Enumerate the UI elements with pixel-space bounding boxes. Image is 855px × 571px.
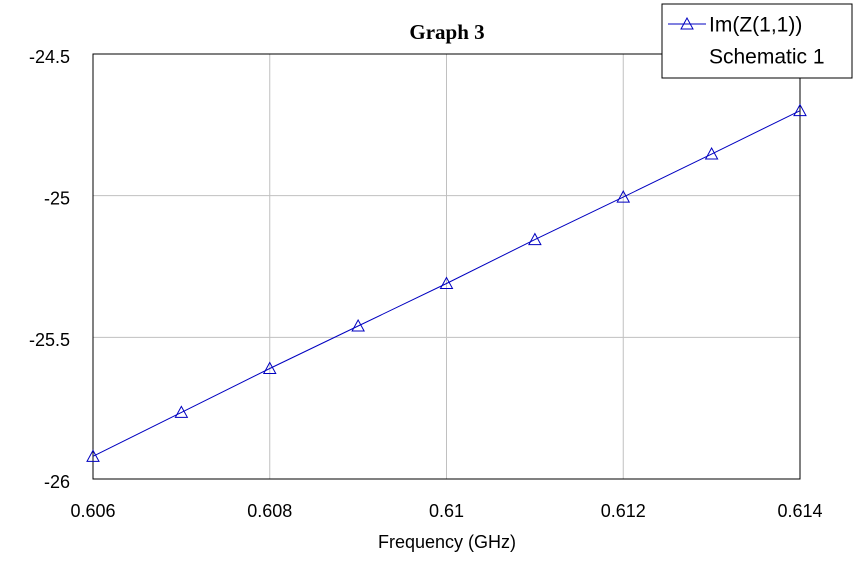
marker bbox=[528, 232, 542, 246]
legend-label: Im(Z(1,1)) bbox=[709, 14, 802, 37]
marker bbox=[704, 146, 719, 160]
marker bbox=[439, 276, 454, 289]
y-tick-label: -25 bbox=[44, 188, 70, 208]
marker bbox=[174, 405, 189, 418]
marker bbox=[793, 103, 807, 117]
y-tick-label: -26 bbox=[44, 472, 70, 492]
marker bbox=[616, 190, 631, 203]
marker bbox=[262, 361, 277, 374]
x-tick-label: 0.612 bbox=[601, 501, 646, 521]
x-tick-label: 0.61 bbox=[429, 501, 464, 521]
x-axis-label: Frequency (GHz) bbox=[378, 532, 516, 552]
legend-marker bbox=[680, 16, 694, 30]
legend-source: Schematic 1 bbox=[709, 46, 825, 69]
x-tick-label: 0.606 bbox=[70, 501, 115, 521]
legend-box bbox=[661, 3, 853, 79]
x-tick-label: 0.608 bbox=[247, 501, 292, 521]
y-tick-label: -25.5 bbox=[29, 330, 70, 350]
x-tick-label: 0.614 bbox=[777, 501, 822, 521]
series-line bbox=[92, 110, 801, 457]
chart-title: Graph 3 bbox=[409, 20, 484, 44]
y-tick-label: -24.5 bbox=[29, 47, 70, 67]
marker bbox=[86, 449, 100, 462]
plot-frame bbox=[92, 53, 801, 480]
marker bbox=[351, 318, 365, 332]
